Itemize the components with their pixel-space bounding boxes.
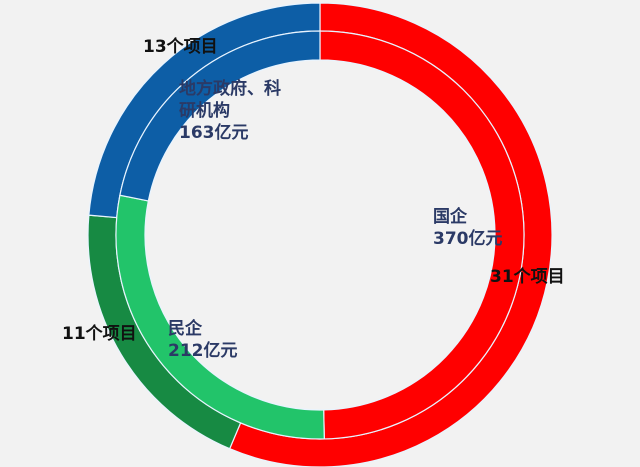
- inner-label-local-gov-value: 163亿元: [179, 123, 249, 143]
- inner-label-local-gov: 地方政府、科 研机构 163亿元: [179, 78, 281, 144]
- inner-label-soe-value: 370亿元: [433, 229, 503, 249]
- outer-label-soe: 31个项目: [490, 267, 565, 287]
- outer-label-private: 11个项目: [62, 324, 137, 344]
- inner-label-private-value: 212亿元: [168, 341, 238, 361]
- outer-label-local-gov: 13个项目: [143, 37, 218, 57]
- inner-label-local-gov-name-2: 研机构: [179, 101, 230, 121]
- inner-label-private: 民企 212亿元: [168, 318, 238, 362]
- inner-ring-slice-0: [319, 30, 525, 440]
- inner-label-soe-name: 国企: [433, 207, 467, 227]
- inner-label-private-name: 民企: [168, 319, 202, 339]
- inner-label-soe: 国企 370亿元: [433, 206, 503, 250]
- inner-ring-slice-2: [119, 30, 321, 202]
- inner-label-local-gov-name-1: 地方政府、科: [179, 79, 281, 99]
